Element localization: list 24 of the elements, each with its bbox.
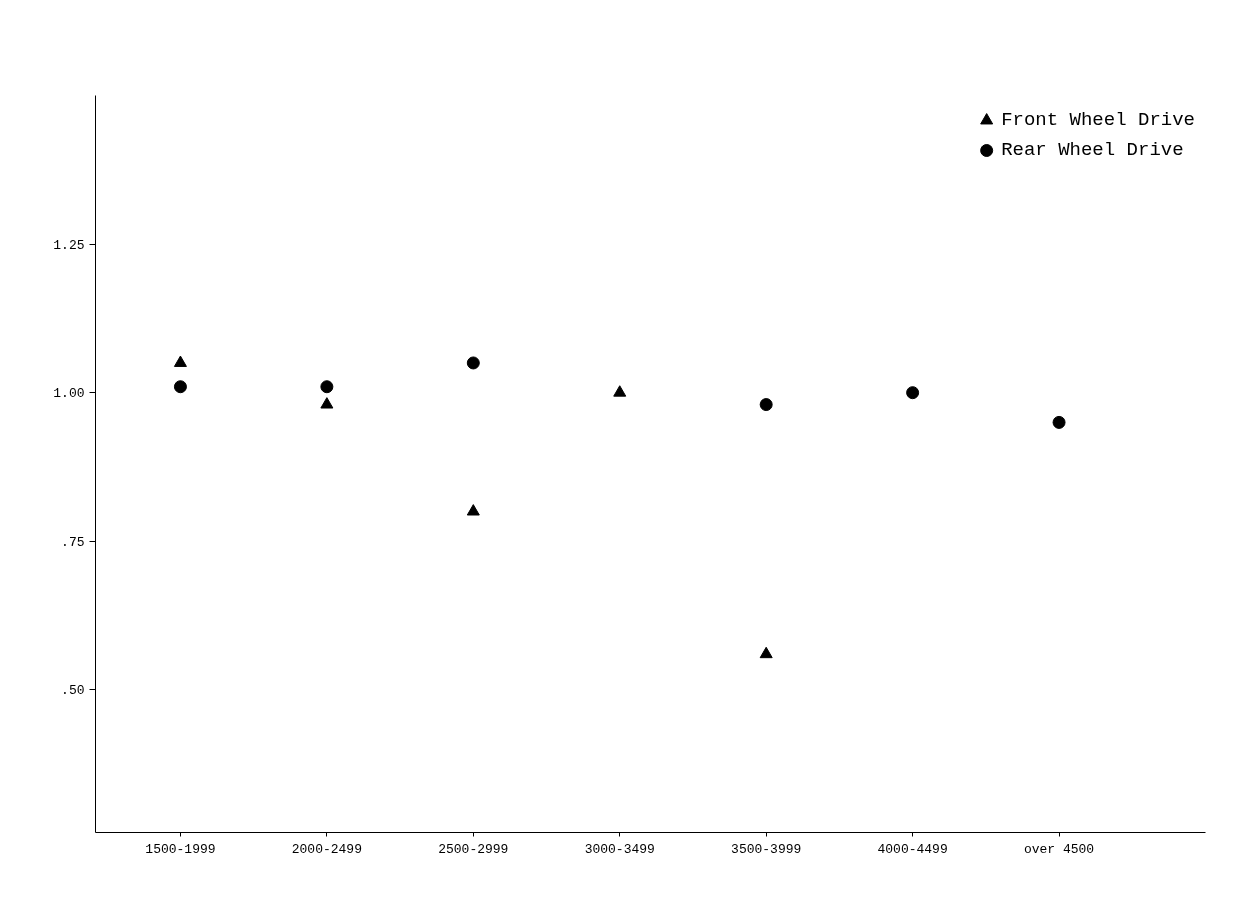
- y-tick-label: .50: [61, 683, 85, 699]
- point: [759, 646, 773, 659]
- point: [613, 385, 627, 397]
- point: [320, 380, 334, 394]
- x-tick-label: 3500-3999: [731, 841, 802, 857]
- point: [1052, 415, 1066, 429]
- point: [466, 356, 480, 370]
- point: [906, 386, 920, 400]
- y-tick-label: 1.00: [53, 386, 85, 402]
- x-tick-label: 4000-4499: [877, 841, 948, 857]
- point: [173, 380, 187, 394]
- y-tick-label: .75: [61, 534, 85, 550]
- x-tick-label: 2500-2999: [438, 841, 509, 857]
- point: [466, 504, 480, 516]
- legend-label: Front Wheel Drive: [1001, 109, 1195, 131]
- x-tick-label: 2000-2499: [291, 841, 362, 857]
- legend-label: Rear Wheel Drive: [1001, 139, 1184, 161]
- y-tick-label: 1.25: [53, 237, 85, 253]
- x-tick-label: 1500-1999: [145, 841, 216, 857]
- point: [173, 355, 187, 367]
- x-tick-label: over 4500: [1023, 841, 1095, 857]
- x-tick-label: 3000-3499: [584, 841, 655, 857]
- point: [759, 398, 773, 412]
- point: [320, 397, 334, 409]
